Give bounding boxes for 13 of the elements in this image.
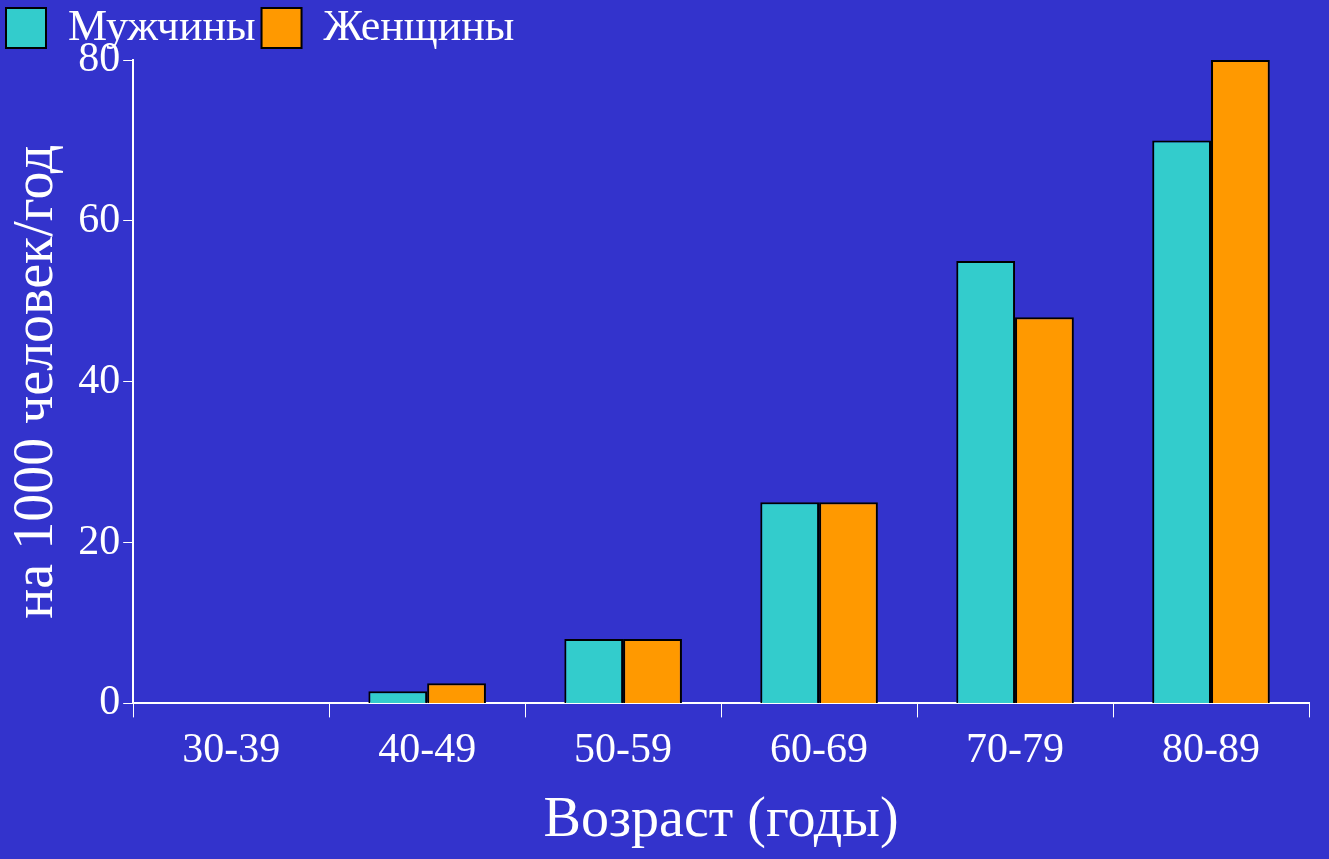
x-tick-label: 40-49 [378, 724, 477, 771]
x-tick-label: 70-79 [966, 724, 1065, 771]
x-tick-label: 50-59 [574, 724, 673, 771]
x-axis-title: Возраст (годы) [543, 786, 899, 850]
y-axis-title: на 1000 человек/год [2, 144, 65, 619]
x-tick-label: 30-39 [182, 724, 281, 771]
legend-label: Женщины [323, 0, 515, 50]
y-tick-label: 60 [78, 194, 121, 241]
y-tick-label: 40 [78, 355, 121, 402]
x-tick-label: 60-69 [770, 724, 869, 771]
x-tick-label: 80-89 [1162, 724, 1261, 771]
y-tick-label: 20 [78, 516, 121, 563]
y-tick-label: 0 [99, 677, 121, 724]
